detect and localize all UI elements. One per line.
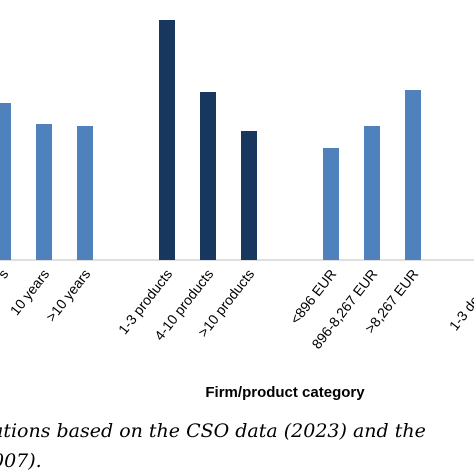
bar (36, 124, 52, 260)
caption-line: 007). (0, 450, 42, 472)
x-tick-label: s (0, 266, 11, 281)
bar (159, 20, 175, 260)
bar (323, 148, 339, 260)
bar (405, 90, 421, 260)
bar (364, 126, 380, 260)
bar (200, 92, 216, 260)
bar (77, 126, 93, 260)
x-tick-label: 1-3 destinat (446, 266, 474, 334)
caption-line: ations based on the CSO data (2023) and … (0, 420, 426, 442)
bar (0, 103, 11, 260)
bar (241, 131, 257, 260)
x-axis-title: Firm/product category (205, 384, 365, 401)
